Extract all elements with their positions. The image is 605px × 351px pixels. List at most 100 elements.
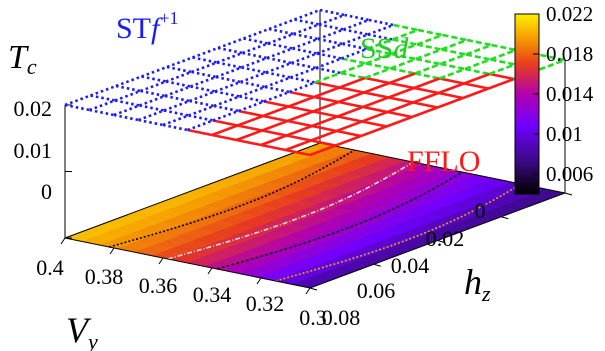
y-tick-label: 0.06 <box>357 278 396 303</box>
phase-stf-mesh-line <box>139 94 166 107</box>
phase-ssd-mesh-line <box>414 62 441 75</box>
phase-stf-mesh-line <box>138 118 164 127</box>
phase-ssd-mesh-line <box>366 47 392 56</box>
x-axis-label-sub: y <box>86 329 98 351</box>
phase-ssd-mesh-line <box>490 48 517 61</box>
phase-stf-mesh-line <box>141 75 167 83</box>
phase-fflo-mesh-line <box>288 105 314 113</box>
phase-stf-mesh-line <box>293 23 320 36</box>
phase-stf-mesh-line <box>341 47 368 60</box>
axis-edge <box>64 142 321 239</box>
colorbar: 0.022 0.018 0.014 0.01 0.006 <box>514 2 594 195</box>
phase-fflo-mesh-line <box>337 115 363 123</box>
phase-ssd-mesh-line <box>364 67 391 80</box>
phase-stf-mesh-line <box>214 80 241 93</box>
phase-stf-mesh-line <box>165 80 191 88</box>
phase-fflo-mesh-line <box>363 91 389 99</box>
phase-stf-mesh-line <box>316 52 342 60</box>
phase-stf-mesh-line <box>290 76 316 84</box>
phase-fflo-mesh-line <box>438 91 464 100</box>
z-axis-label: Tc <box>8 39 37 79</box>
y-tick-mark <box>564 192 573 196</box>
phase-ssd-mesh-line <box>441 38 468 51</box>
y-axis-label-main: h <box>464 262 482 302</box>
phase-fflo-mesh-line <box>463 82 489 90</box>
phase-stf-mesh-line <box>289 81 316 94</box>
phase-label-stf: STf+1 <box>116 8 179 45</box>
phase-stf-mesh-line <box>114 89 141 102</box>
phase-ssd-mesh-line <box>314 71 341 84</box>
phase-fflo-mesh-line <box>286 134 312 142</box>
colorbar-tick-label: 0.006 <box>546 162 593 186</box>
phase-ssd-mesh-line <box>464 58 491 71</box>
phase-ssd-mesh-line <box>392 28 419 41</box>
phase-fflo-mesh-line <box>309 144 336 157</box>
phase-stf-mesh-line <box>239 85 266 98</box>
phase-fflo-mesh-line <box>237 124 263 132</box>
phase-ssd-mesh-line <box>466 38 492 47</box>
svg-text:hz: hz <box>464 262 491 306</box>
contour-line <box>216 171 463 270</box>
phase-stf-mesh-line <box>90 84 117 97</box>
phase-fflo-mesh-line <box>261 129 287 137</box>
phase-stf-mesh-line <box>164 94 190 103</box>
phase-ssd-mesh-line <box>417 28 443 37</box>
colorbar-gradient <box>514 13 540 195</box>
z-axis-label-main: T <box>8 39 29 76</box>
y-tick-mark <box>501 216 509 220</box>
phase-ssd-mesh-line <box>416 43 442 51</box>
phase-fflo-mesh-line <box>412 101 438 109</box>
phase-stf-mesh-line <box>292 47 318 55</box>
phase-stf-mesh-line <box>267 42 293 50</box>
phase-fflo-mesh-line <box>488 77 515 90</box>
x-axis-label-main: V <box>66 310 92 350</box>
phase-stf-mesh-line <box>216 51 243 64</box>
phase-fflo-mesh-line <box>260 143 286 152</box>
svg-text:Tc: Tc <box>8 39 37 79</box>
phase-stf-mesh-line <box>113 113 139 122</box>
phase-stf-mesh-line <box>191 70 217 79</box>
phase-fflo-mesh-line <box>389 72 416 85</box>
phase-fflo-mesh-line <box>311 124 337 133</box>
phase-fflo-mesh-line <box>360 125 387 138</box>
phase-stf-mesh-line <box>318 23 344 31</box>
phase-stf-mesh-line <box>241 66 267 74</box>
phase-ssd-mesh-line <box>341 57 367 65</box>
phase-fflo-mesh-line <box>411 106 438 119</box>
x-ticks: 0.4 0.38 0.36 0.34 0.32 0.3 <box>36 255 327 330</box>
phase-ssd-mesh-line <box>440 62 466 71</box>
phase-label-ssd-italic: d <box>393 32 409 65</box>
phase-stf-mesh-line <box>90 94 116 102</box>
phase-stf-mesh-line <box>265 61 292 74</box>
phase-stf-mesh-line <box>216 61 242 69</box>
phase-stf-mesh-line <box>240 80 266 89</box>
y-tick-mark <box>437 240 445 243</box>
phase-fflo-mesh-line <box>310 139 336 147</box>
phase-fflo-mesh-line <box>364 76 390 85</box>
phase-stf-mesh-line <box>164 85 191 98</box>
phase-stf-mesh-line <box>316 42 343 55</box>
x-tick-label: 0.36 <box>139 273 178 298</box>
phase-label-fflo: FFLO <box>407 145 480 178</box>
phase-stf-mesh-line <box>64 103 90 112</box>
phase-fflo-mesh-line <box>462 87 489 100</box>
phase-fflo-mesh-line <box>437 96 464 109</box>
phase-ssd-mesh-line <box>392 38 418 46</box>
phase-fflo-mesh-line <box>336 120 363 133</box>
phase-stf-mesh-line <box>319 8 345 17</box>
phase-stf-mesh-line <box>140 80 167 93</box>
phase-stf-mesh-line <box>317 28 344 41</box>
phase-fflo-mesh-line <box>211 124 238 137</box>
phase-stf-mesh-line <box>342 42 368 51</box>
y-tick-label: 0.02 <box>426 226 465 251</box>
phase-stf-mesh-line <box>315 66 341 75</box>
phase-fflo-mesh-line <box>287 119 313 128</box>
phase-stf-mesh-line <box>367 23 394 36</box>
phase-ssd-mesh-line <box>441 48 467 56</box>
phase-fflo-mesh-line <box>387 101 414 114</box>
phase-stf-mesh-line <box>139 104 165 112</box>
phase-stf-mesh-line <box>217 37 244 50</box>
phase-stf-mesh-line <box>214 90 240 98</box>
phase-stf-mesh-line <box>217 46 243 55</box>
